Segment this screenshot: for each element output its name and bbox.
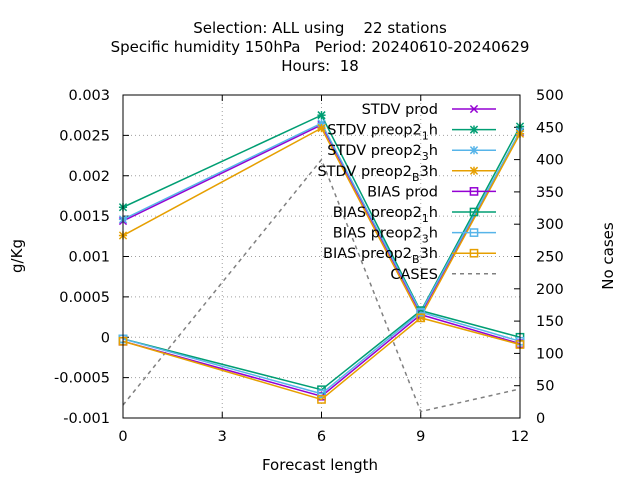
legend-label: BIAS preop23h: [333, 226, 438, 246]
data-point: [317, 123, 326, 133]
x-tick-label: 6: [317, 429, 326, 445]
legend-label: STDV preop23h: [327, 143, 438, 163]
legend-label: CASES: [390, 267, 438, 283]
series-line-4: [122, 313, 521, 398]
y-tick-label: 0.0005: [59, 290, 110, 306]
legend-label: BIAS prod: [367, 184, 438, 200]
y2-tick-label: 0: [536, 411, 545, 427]
y2-tick-label: 200: [536, 282, 564, 298]
chart-title-line-1: Selection: ALL using 22 stations: [193, 19, 447, 37]
series-line-7: [122, 317, 521, 401]
y-axis-label: g/Kg: [8, 239, 26, 273]
legend-label: BIAS preop21h: [333, 205, 438, 225]
y2-axis-ticks: 0 50 100 150 200 250 300 350 400 450 500: [514, 88, 564, 427]
y2-tick-label: 350: [536, 185, 564, 201]
y2-tick-label: 300: [536, 217, 564, 233]
x-tick-label: 0: [118, 429, 127, 445]
legend-marker: [469, 125, 479, 134]
y-tick-label: 0.002: [68, 169, 110, 185]
series-line-5: [122, 309, 521, 391]
grid-lines: [123, 95, 520, 418]
data-point: [317, 389, 326, 399]
legend-marker: [469, 228, 479, 237]
legend-marker: [469, 146, 479, 155]
y2-tick-label: 450: [536, 120, 564, 136]
data-point: [416, 313, 426, 323]
y-tick-label: 0.0025: [59, 128, 110, 144]
legend-marker: [469, 166, 479, 175]
series-line-6: [122, 311, 521, 395]
legend-marker: [469, 104, 479, 114]
y2-tick-label: 400: [536, 153, 564, 169]
data-point: [416, 307, 426, 317]
legend-marker: [469, 207, 479, 217]
plot-border: [122, 94, 521, 419]
chart-title: Selection: ALL using 22 stations Specifi…: [111, 19, 530, 75]
series-line-1: [122, 114, 521, 314]
legend-label: STDV preop21h: [327, 123, 438, 143]
y2-axis-label: No cases: [599, 222, 617, 290]
y2-tick-label: 150: [536, 314, 564, 330]
y2-tick-label: 500: [536, 88, 564, 104]
y-tick-label: 0: [101, 330, 110, 346]
y-tick-label: 0.0015: [59, 209, 110, 225]
cases-line: [122, 158, 521, 413]
legend-label: STDV prod: [362, 102, 438, 118]
legend-label: STDV preop2B3h: [317, 164, 438, 184]
x-tick-label: 9: [416, 429, 425, 445]
legend-marker: [469, 248, 479, 258]
y-tick-label: 0.003: [68, 88, 110, 104]
data-point: [317, 111, 326, 120]
y2-tick-label: 50: [536, 379, 554, 395]
series-line-3: [122, 127, 521, 319]
y-tick-label: -0.001: [63, 411, 110, 427]
data-series-layer: [118, 111, 525, 404]
y-axis-ticks: -0.001 -0.0005 0 0.0005 0.001 0.0015 0.002 0.00…: [54, 88, 129, 427]
chart-title-line-3: Hours: 18: [281, 57, 359, 75]
y-tick-label: -0.0005: [54, 371, 110, 387]
cases-series-layer: [122, 158, 521, 413]
x-axis-label: Forecast length: [262, 456, 378, 474]
x-tick-label: 3: [218, 429, 227, 445]
legend-marker: [469, 187, 479, 196]
data-point: [317, 395, 326, 404]
series-line-2: [122, 122, 521, 314]
x-tick-label: 12: [511, 429, 529, 445]
y2-tick-label: 250: [536, 250, 564, 266]
chart-title-line-2: Specific humidity 150hPa Period: 2024061…: [111, 38, 530, 56]
y-tick-label: 0.001: [68, 250, 110, 266]
y2-tick-label: 100: [536, 346, 564, 362]
legend-label: BIAS preop2B3h: [323, 246, 438, 266]
